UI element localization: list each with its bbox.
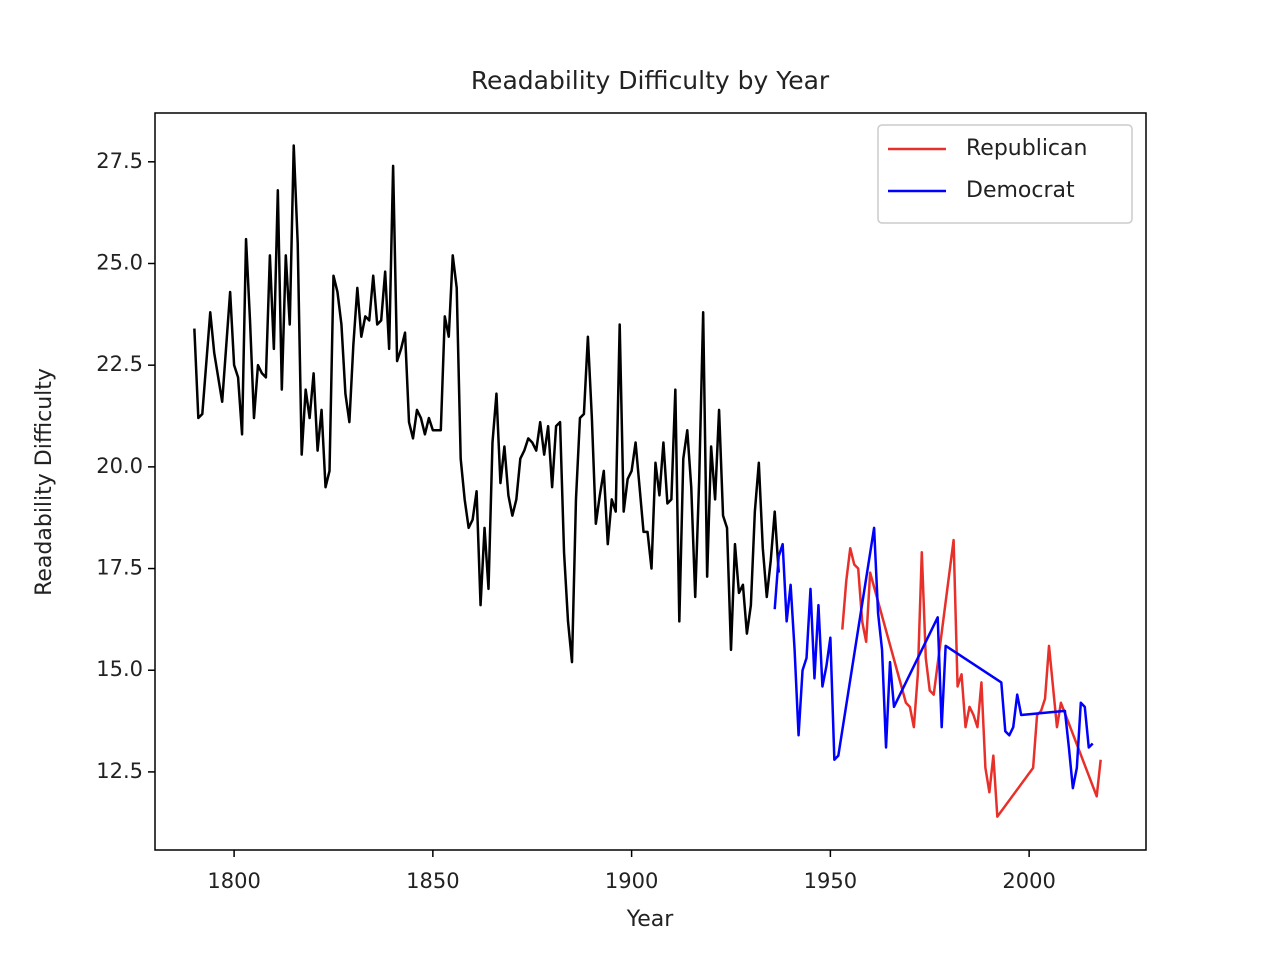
series-line — [193, 144, 780, 664]
y-axis-label: Readability Difficulty — [32, 368, 57, 596]
y-tick-label: 17.5 — [96, 556, 143, 580]
y-tick-label: 27.5 — [96, 149, 143, 173]
x-tick-label: 1800 — [207, 869, 260, 893]
y-tick-label: 25.0 — [96, 250, 143, 274]
x-tick-label: 2000 — [1002, 869, 1055, 893]
x-tick-label: 1850 — [406, 869, 459, 893]
x-tick-label: 1900 — [605, 869, 658, 893]
series-line — [773, 526, 1094, 790]
y-tick-label: 20.0 — [96, 454, 143, 478]
legend-label: Democrat — [966, 178, 1075, 203]
series-line — [841, 538, 1102, 818]
y-tick-label: 22.5 — [96, 352, 143, 376]
y-tick-label: 12.5 — [96, 759, 143, 783]
y-tick-label: 15.0 — [96, 657, 143, 681]
chart-title: Readability Difficulty by Year — [471, 66, 830, 95]
x-tick-label: 1950 — [804, 869, 857, 893]
legend-label: Republican — [966, 136, 1087, 161]
x-axis-label: Year — [626, 907, 675, 932]
plot-frame — [154, 112, 1147, 851]
